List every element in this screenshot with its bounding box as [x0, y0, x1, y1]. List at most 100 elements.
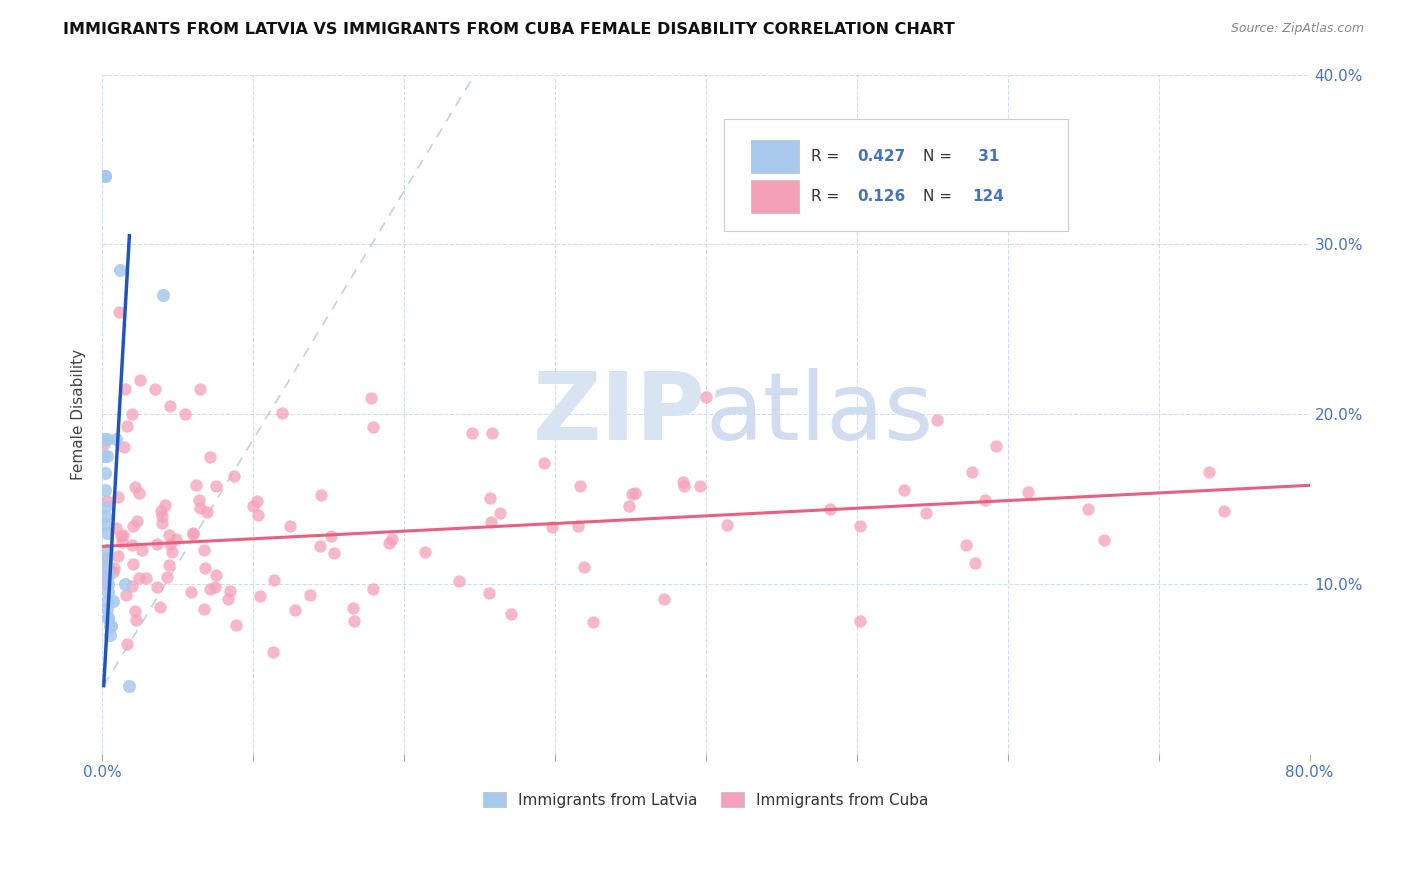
- Point: [97, 576, 120, 591]
- Point: [125, 613, 148, 627]
- Point: [122, 519, 145, 533]
- Point: [298, 588, 321, 602]
- Point: [381, 533, 404, 547]
- Point: [461, 425, 484, 440]
- Point: [94, 467, 117, 481]
- Point: [101, 566, 124, 580]
- Point: [378, 536, 401, 550]
- Text: 124: 124: [973, 189, 1004, 204]
- Point: [131, 543, 153, 558]
- Point: [224, 468, 246, 483]
- Point: [160, 545, 183, 559]
- Point: [915, 506, 938, 520]
- Point: [157, 527, 180, 541]
- Legend: Immigrants from Latvia, Immigrants from Cuba: Immigrants from Latvia, Immigrants from …: [477, 786, 935, 814]
- Point: [652, 591, 675, 606]
- Point: [343, 615, 366, 629]
- Point: [94, 500, 117, 515]
- Point: [188, 382, 211, 396]
- Point: [96, 602, 118, 616]
- Point: [270, 407, 292, 421]
- Point: [143, 382, 166, 396]
- Point: [129, 373, 152, 387]
- Point: [121, 407, 143, 421]
- Point: [218, 583, 240, 598]
- Point: [319, 529, 342, 543]
- Point: [124, 604, 146, 618]
- Point: [672, 479, 695, 493]
- Point: [107, 490, 129, 504]
- Point: [323, 546, 346, 560]
- Point: [124, 480, 146, 494]
- Point: [159, 399, 181, 413]
- Point: [117, 419, 139, 434]
- Point: [361, 420, 384, 434]
- Point: [962, 465, 984, 479]
- Point: [624, 486, 647, 500]
- Point: [114, 382, 136, 396]
- Point: [1092, 533, 1115, 547]
- Point: [284, 602, 307, 616]
- Point: [541, 520, 564, 534]
- Point: [135, 571, 157, 585]
- Point: [165, 532, 187, 546]
- Text: 0.427: 0.427: [856, 149, 905, 164]
- Point: [984, 439, 1007, 453]
- Point: [156, 570, 179, 584]
- Point: [965, 556, 987, 570]
- Text: atlas: atlas: [706, 368, 934, 460]
- Point: [111, 528, 134, 542]
- Point: [105, 521, 128, 535]
- Point: [1212, 503, 1234, 517]
- Point: [489, 506, 512, 520]
- Point: [1198, 465, 1220, 479]
- Point: [110, 529, 132, 543]
- Point: [184, 478, 207, 492]
- Point: [478, 586, 501, 600]
- Point: [533, 456, 555, 470]
- Point: [342, 601, 364, 615]
- Point: [695, 390, 717, 404]
- Point: [180, 584, 202, 599]
- Point: [572, 560, 595, 574]
- Point: [360, 392, 382, 406]
- Point: [96, 433, 118, 447]
- Text: N =: N =: [924, 149, 952, 164]
- Point: [567, 518, 589, 533]
- Point: [955, 538, 977, 552]
- Point: [93, 436, 115, 450]
- Point: [94, 517, 117, 532]
- Point: [96, 493, 118, 508]
- Point: [94, 567, 117, 582]
- Text: IMMIGRANTS FROM LATVIA VS IMMIGRANTS FROM CUBA FEMALE DISABILITY CORRELATION CHA: IMMIGRANTS FROM LATVIA VS IMMIGRANTS FRO…: [63, 22, 955, 37]
- Point: [848, 614, 870, 628]
- Point: [204, 580, 226, 594]
- Point: [98, 619, 121, 633]
- Point: [187, 492, 209, 507]
- Point: [122, 558, 145, 572]
- Point: [96, 525, 118, 540]
- Point: [103, 561, 125, 575]
- Point: [96, 559, 118, 574]
- Point: [107, 549, 129, 563]
- Point: [115, 637, 138, 651]
- Point: [820, 501, 842, 516]
- Point: [363, 582, 385, 596]
- Point: [198, 582, 221, 597]
- Point: [96, 542, 118, 557]
- Text: 31: 31: [973, 149, 1000, 164]
- Point: [96, 593, 118, 607]
- Text: ZIP: ZIP: [533, 368, 706, 460]
- Point: [97, 561, 120, 575]
- Point: [225, 617, 247, 632]
- Point: [98, 628, 121, 642]
- Point: [689, 479, 711, 493]
- Point: [205, 568, 228, 582]
- Text: N =: N =: [924, 189, 952, 204]
- Point: [115, 588, 138, 602]
- Point: [94, 508, 117, 523]
- Point: [150, 516, 173, 530]
- Point: [499, 607, 522, 621]
- Point: [478, 491, 501, 506]
- Point: [582, 615, 605, 629]
